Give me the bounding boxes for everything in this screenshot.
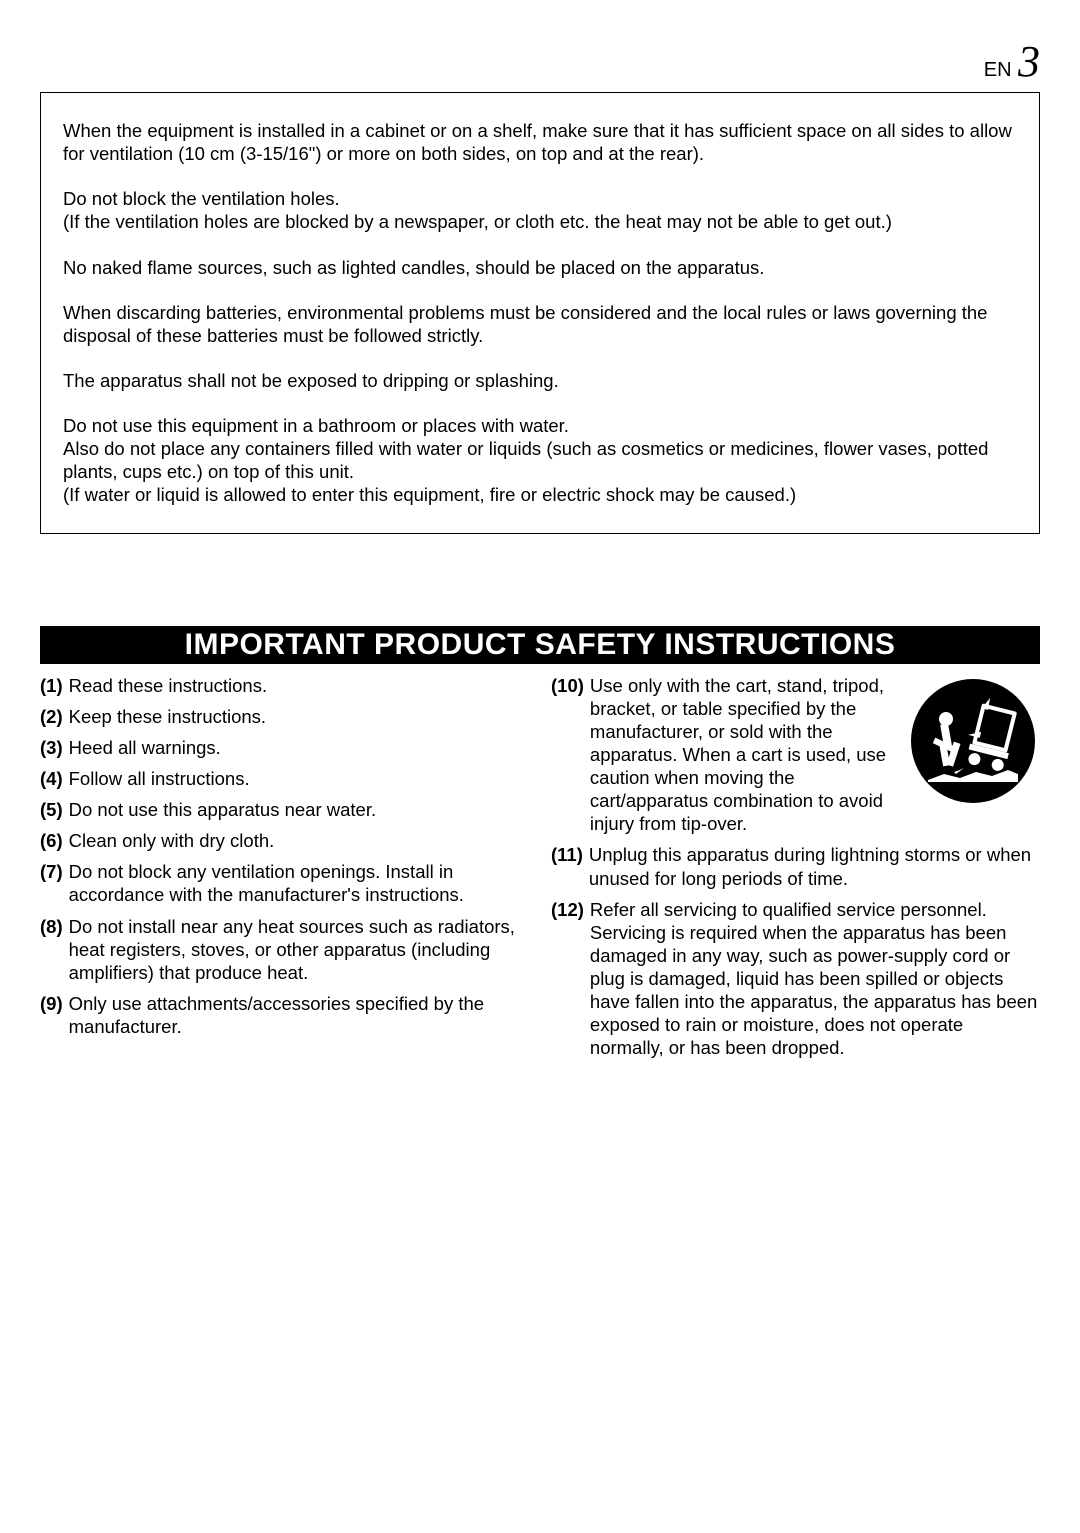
section-title: IMPORTANT PRODUCT SAFETY INSTRUCTIONS bbox=[40, 628, 1040, 662]
instruction-text: Do not install near any heat sources suc… bbox=[69, 915, 529, 984]
caution-text: When the equipment is installed in a cab… bbox=[63, 119, 1017, 165]
instructions: (1)Read these instructions. (2)Keep thes… bbox=[40, 674, 1040, 1068]
instruction-item: (11)Unplug this apparatus during lightni… bbox=[551, 843, 1040, 889]
instruction-item: (1)Read these instructions. bbox=[40, 674, 529, 697]
instruction-item: (9)Only use attachments/accessories spec… bbox=[40, 992, 529, 1038]
instruction-number: (2) bbox=[40, 705, 69, 728]
instruction-number: (8) bbox=[40, 915, 69, 984]
instruction-text: Refer all servicing to qualified service… bbox=[590, 898, 1040, 1060]
instruction-number: (1) bbox=[40, 674, 69, 697]
instruction-text: Do not block any ventilation openings. I… bbox=[69, 860, 529, 906]
instruction-item: (5)Do not use this apparatus near water. bbox=[40, 798, 529, 821]
instruction-number: (7) bbox=[40, 860, 69, 906]
section-title-bar: IMPORTANT PRODUCT SAFETY INSTRUCTIONS bbox=[40, 626, 1040, 664]
instruction-text: Clean only with dry cloth. bbox=[69, 829, 275, 852]
instruction-item: (12)Refer all servicing to qualified ser… bbox=[551, 898, 1040, 1060]
instruction-text: Keep these instructions. bbox=[69, 705, 266, 728]
cart-tip-icon bbox=[908, 676, 1038, 806]
instruction-text: Read these instructions. bbox=[69, 674, 267, 697]
instructions-col-right: (10)Use only with the cart, stand, tripo… bbox=[551, 674, 1040, 1068]
instruction-number: (4) bbox=[40, 767, 69, 790]
instruction-number: (6) bbox=[40, 829, 69, 852]
caution-text: Also do not place any containers filled … bbox=[63, 437, 1017, 483]
caution-block: When discarding batteries, environmental… bbox=[63, 301, 1017, 347]
page-lang: EN bbox=[984, 59, 1012, 81]
instruction-number: (3) bbox=[40, 736, 69, 759]
instructions-col-left: (1)Read these instructions. (2)Keep thes… bbox=[40, 674, 529, 1068]
caution-block: Do not use this equipment in a bathroom … bbox=[63, 414, 1017, 507]
instruction-text: Do not use this apparatus near water. bbox=[69, 798, 377, 821]
page-header: EN 3 bbox=[40, 40, 1040, 84]
caution-box: When the equipment is installed in a cab… bbox=[40, 92, 1040, 534]
caution-text: (If water or liquid is allowed to enter … bbox=[63, 483, 1017, 506]
instruction-item: (3)Heed all warnings. bbox=[40, 736, 529, 759]
instruction-item: (6)Clean only with dry cloth. bbox=[40, 829, 529, 852]
caution-text: Do not use this equipment in a bathroom … bbox=[63, 414, 1017, 437]
instruction-number: (10) bbox=[551, 674, 590, 836]
caution-text: Do not block the ventilation holes. bbox=[63, 187, 1017, 210]
caution-block: No naked flame sources, such as lighted … bbox=[63, 256, 1017, 279]
instruction-item: (7)Do not block any ventilation openings… bbox=[40, 860, 529, 906]
instruction-number: (12) bbox=[551, 898, 590, 1060]
instruction-number: (9) bbox=[40, 992, 69, 1038]
caution-text: The apparatus shall not be exposed to dr… bbox=[63, 369, 1017, 392]
caution-block: Do not block the ventilation holes. (If … bbox=[63, 187, 1017, 233]
instruction-item: (2)Keep these instructions. bbox=[40, 705, 529, 728]
page-number: 3 bbox=[1018, 37, 1040, 86]
caution-text: When discarding batteries, environmental… bbox=[63, 301, 1017, 347]
caution-text: (If the ventilation holes are blocked by… bbox=[63, 210, 1017, 233]
instruction-number: (11) bbox=[551, 843, 589, 889]
instruction-text: Heed all warnings. bbox=[69, 736, 221, 759]
instruction-item: (8)Do not install near any heat sources … bbox=[40, 915, 529, 984]
caution-text: No naked flame sources, such as lighted … bbox=[63, 256, 1017, 279]
instruction-item: (4)Follow all instructions. bbox=[40, 767, 529, 790]
instruction-text: Only use attachments/accessories specifi… bbox=[69, 992, 529, 1038]
instruction-text: Unplug this apparatus during lightning s… bbox=[589, 843, 1040, 889]
caution-block: When the equipment is installed in a cab… bbox=[63, 119, 1017, 165]
caution-block: The apparatus shall not be exposed to dr… bbox=[63, 369, 1017, 392]
instruction-text: Follow all instructions. bbox=[69, 767, 250, 790]
instruction-number: (5) bbox=[40, 798, 69, 821]
